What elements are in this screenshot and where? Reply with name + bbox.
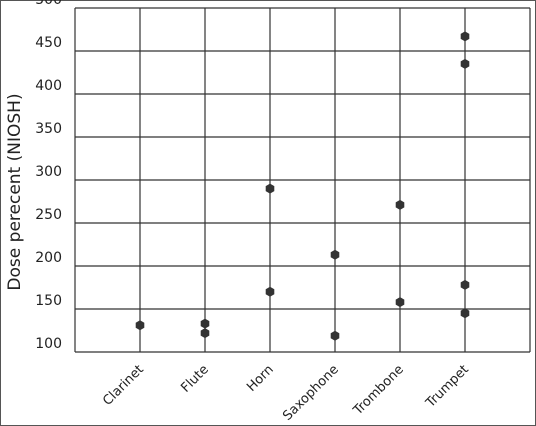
y-tick-label: 200 <box>35 250 62 266</box>
y-tick-label: 450 <box>35 35 62 51</box>
point <box>200 318 210 329</box>
point <box>460 58 470 69</box>
y-tick-label: 500 <box>35 0 62 8</box>
point <box>135 320 145 331</box>
y-tick-label: 150 <box>35 293 62 309</box>
point <box>395 199 405 210</box>
y-axis-label: Dose perecent (NIOSH) <box>5 93 25 290</box>
y-tick-label: 300 <box>35 164 62 180</box>
point <box>200 328 210 339</box>
point <box>330 330 340 341</box>
point <box>460 308 470 319</box>
y-tick-label: 400 <box>35 78 62 94</box>
point <box>265 286 275 297</box>
y-tick-label: 100 <box>35 336 62 352</box>
point <box>330 249 340 260</box>
y-tick-label: 250 <box>35 207 62 223</box>
point <box>265 183 275 194</box>
point <box>395 297 405 308</box>
point <box>460 31 470 42</box>
y-tick-label: 350 <box>35 121 62 137</box>
point <box>460 279 470 290</box>
